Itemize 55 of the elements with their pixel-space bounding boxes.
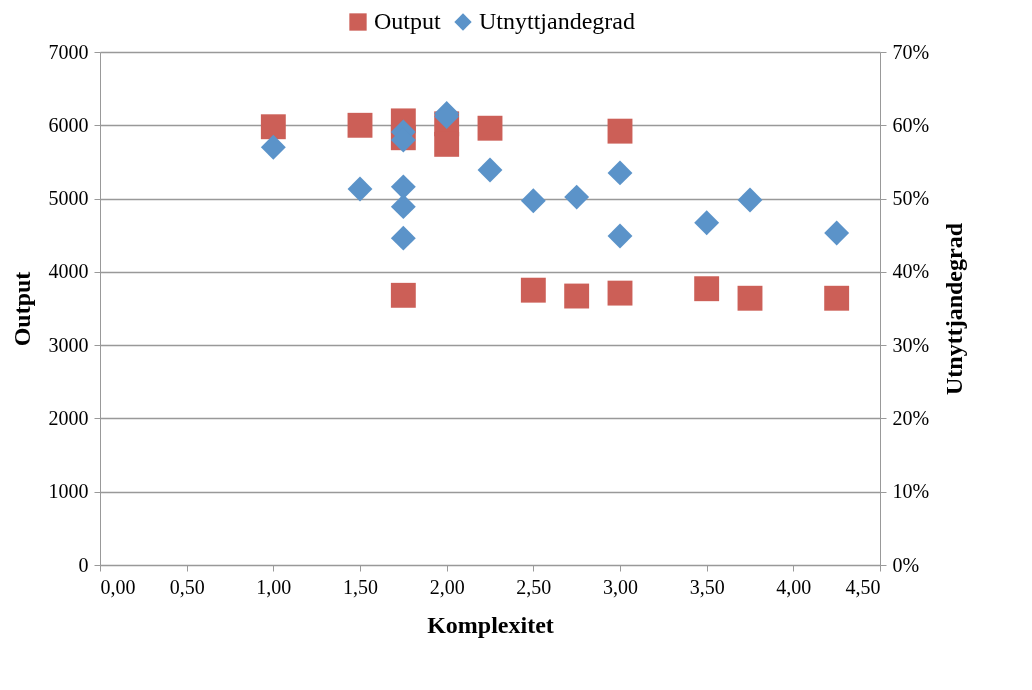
x-tick-label: 4,00 bbox=[776, 575, 812, 598]
point bbox=[347, 176, 373, 202]
point bbox=[477, 115, 503, 141]
y-axis-title: Output bbox=[8, 271, 35, 347]
point bbox=[737, 187, 763, 213]
point bbox=[694, 276, 720, 302]
x-tick-label: 1,50 bbox=[343, 575, 378, 598]
x-tick-label: 0,50 bbox=[169, 575, 205, 598]
point bbox=[824, 285, 850, 311]
point bbox=[260, 114, 286, 140]
point bbox=[607, 160, 633, 186]
x-tick-label: 0,00 bbox=[100, 575, 136, 598]
point bbox=[737, 285, 763, 311]
point bbox=[390, 282, 416, 308]
x-tick-label: 2,00 bbox=[429, 575, 465, 598]
y2-tick-label: 30% bbox=[892, 333, 930, 356]
point bbox=[260, 134, 286, 160]
y-tick-label: 0 bbox=[78, 553, 89, 576]
point bbox=[564, 184, 590, 210]
x-tick-label: 1,00 bbox=[256, 575, 292, 598]
y2-axis-title: Utnyttjandegrad bbox=[941, 222, 968, 395]
legend-label: Utnyttjandegrad bbox=[479, 8, 635, 34]
point bbox=[564, 283, 590, 309]
point bbox=[434, 131, 460, 157]
y2-tick-label: 20% bbox=[892, 406, 930, 429]
y-tick-label: 7000 bbox=[48, 40, 89, 63]
point bbox=[607, 280, 633, 306]
y2-tick-label: 40% bbox=[892, 260, 930, 283]
y2-tick-label: 0% bbox=[892, 553, 920, 576]
y2-tick-label: 10% bbox=[892, 480, 930, 503]
point bbox=[607, 118, 633, 144]
point bbox=[477, 157, 503, 183]
y-tick-label: 1000 bbox=[48, 480, 89, 503]
y-tick-label: 4000 bbox=[48, 260, 89, 283]
point bbox=[824, 220, 850, 246]
x-axis-title: Komplexitet bbox=[427, 611, 554, 638]
x-tick-label: 4,50 bbox=[845, 575, 881, 598]
point bbox=[520, 277, 546, 303]
y2-tick-label: 70% bbox=[892, 40, 930, 63]
x-tick-label: 3,00 bbox=[603, 575, 638, 598]
point bbox=[694, 210, 720, 236]
point bbox=[607, 223, 633, 249]
point bbox=[390, 194, 416, 220]
point bbox=[520, 188, 546, 214]
legend-label: Output bbox=[374, 8, 441, 34]
point bbox=[390, 225, 416, 251]
y-tick-label: 6000 bbox=[48, 113, 89, 136]
x-tick-label: 3,50 bbox=[689, 575, 725, 598]
y-tick-label: 5000 bbox=[48, 187, 89, 210]
y-tick-label: 3000 bbox=[48, 333, 89, 356]
x-tick-label: 2,50 bbox=[516, 575, 552, 598]
y2-tick-label: 60% bbox=[892, 113, 930, 136]
y-tick-label: 2000 bbox=[48, 406, 89, 429]
point bbox=[347, 112, 373, 138]
y2-tick-label: 50% bbox=[892, 187, 930, 210]
